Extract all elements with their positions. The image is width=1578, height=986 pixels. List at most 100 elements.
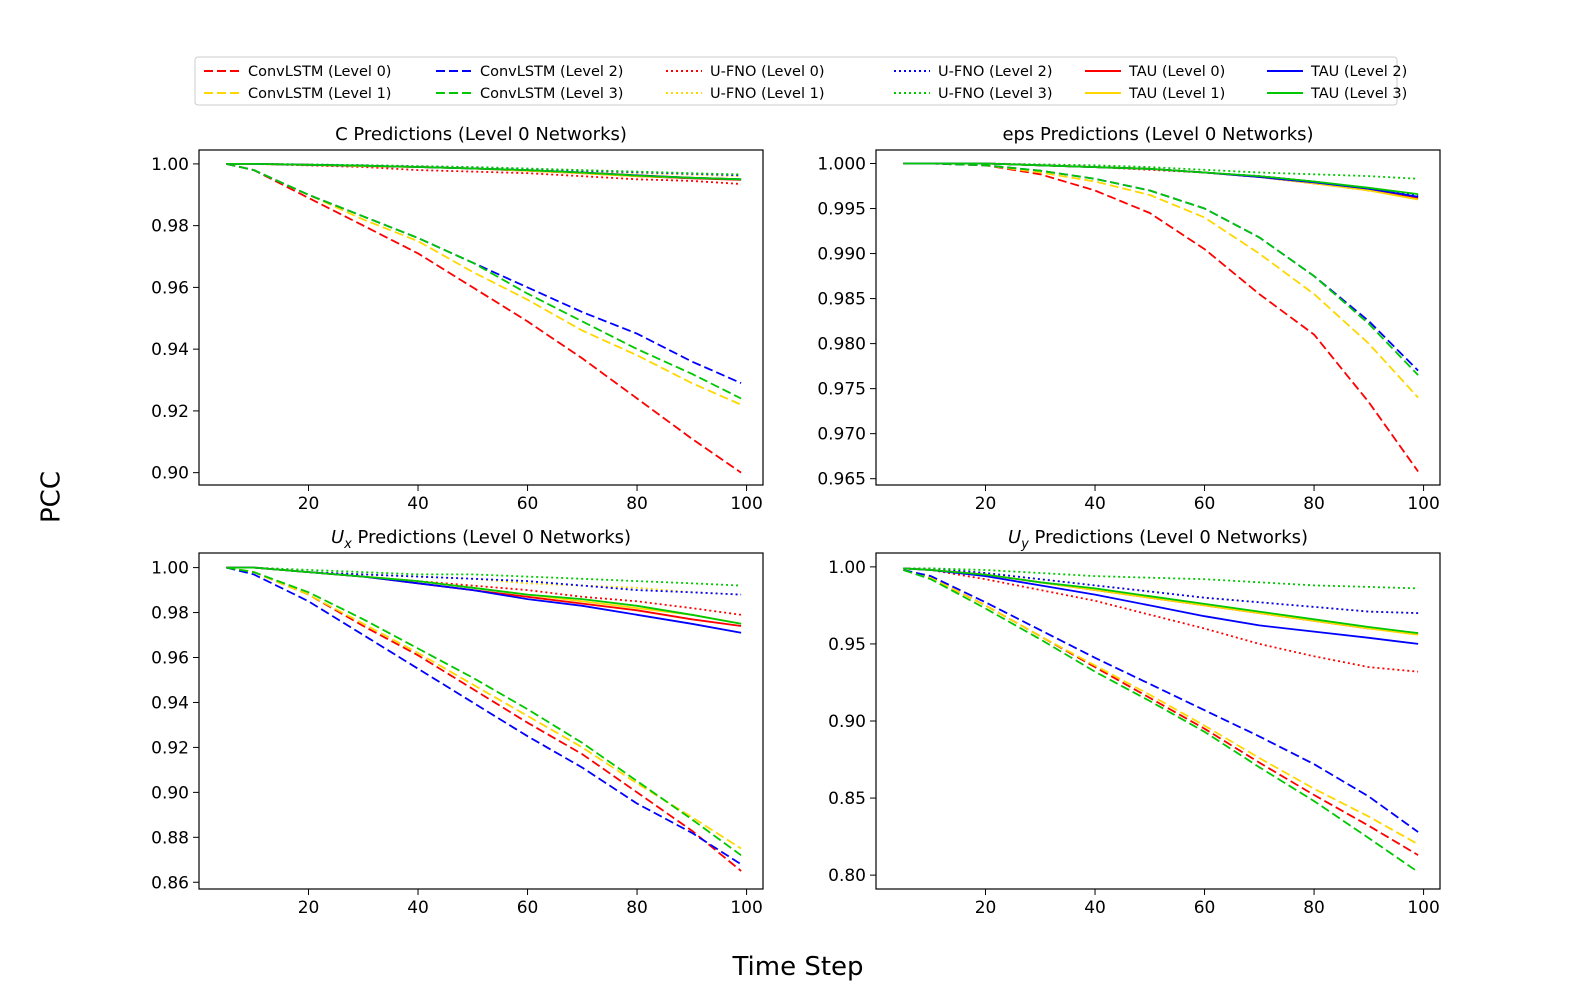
panel-title: C Predictions (Level 0 Networks) [335, 124, 627, 145]
y-tick-label: 1.00 [828, 558, 866, 578]
x-tick-label: 20 [298, 898, 320, 918]
x-tick-label: 100 [1407, 898, 1439, 918]
series-line [903, 567, 1419, 614]
series-line [226, 566, 742, 857]
series-line [903, 162, 1419, 199]
panel-uy: Uy Predictions (Level 0 Networks) 20 40 60 8… [828, 527, 1441, 918]
series-line [903, 569, 1419, 856]
series-line [226, 566, 742, 634]
y-tick-label: 0.96 [151, 649, 189, 669]
x-tick-label: 100 [1407, 494, 1439, 514]
series-line [903, 162, 1419, 376]
legend-item: ConvLSTM (Level 3) [436, 86, 623, 102]
panel-title: Uy Predictions (Level 0 Networks) [1008, 527, 1308, 552]
title-suffix: Predictions (Level 0 Networks) [1029, 527, 1308, 548]
legend-label: TAU (Level 1) [1128, 86, 1225, 102]
x-tick-label: 20 [975, 494, 997, 514]
title-subscript: x [343, 537, 352, 552]
x-tick-label: 80 [1303, 494, 1325, 514]
x-tick-label: 80 [626, 494, 648, 514]
x-tick-label: 80 [1303, 898, 1325, 918]
y-tick-label: 0.90 [151, 783, 189, 803]
series-line [903, 162, 1419, 195]
y-tick-label: 0.92 [151, 402, 189, 422]
series-line [226, 162, 742, 178]
series-line [226, 162, 742, 181]
series-line [903, 567, 1419, 590]
series-group [903, 567, 1419, 873]
x-tick-label: 40 [407, 898, 429, 918]
title-suffix: Predictions (Level 0 Networks) [352, 527, 631, 548]
panel-c: C Predictions (Level 0 Networks) 20 40 60 80… [151, 124, 764, 514]
y-tick-label: 0.980 [817, 335, 866, 355]
legend-item: ConvLSTM (Level 2) [436, 64, 623, 80]
axes-frame [875, 149, 1441, 486]
series-line [903, 567, 1419, 634]
y-tick-label: 1.00 [151, 155, 189, 175]
legend: ConvLSTM (Level 0) ConvLSTM (Level 1) Conv… [194, 56, 1407, 106]
panel-eps: eps Predictions (Level 0 Networks) 20 40 60… [817, 124, 1441, 514]
y-tick-label: 0.975 [817, 380, 866, 400]
x-tick-label: 80 [626, 898, 648, 918]
series-line [226, 163, 742, 406]
legend-label: U-FNO (Level 2) [938, 64, 1052, 80]
series-line [226, 566, 742, 866]
legend-item: U-FNO (Level 0) [666, 64, 824, 80]
series-line [226, 163, 742, 384]
series-group [903, 162, 1419, 473]
series-line [226, 566, 742, 872]
x-tick-label: 40 [1084, 898, 1106, 918]
series-line [903, 567, 1419, 636]
legend-label: ConvLSTM (Level 0) [248, 64, 391, 80]
series-line [226, 566, 742, 627]
y-tick-label: 0.995 [817, 200, 866, 220]
series-line [226, 163, 742, 474]
y-tick-label: 1.00 [151, 559, 189, 579]
series-line [226, 163, 742, 400]
legend-item: U-FNO (Level 1) [666, 86, 824, 102]
x-tick-label: 40 [1084, 494, 1106, 514]
legend-label: ConvLSTM (Level 1) [248, 86, 391, 102]
y-tick-label: 0.86 [151, 873, 189, 893]
legend-item: U-FNO (Level 2) [894, 64, 1052, 80]
legend-label: TAU (Level 0) [1128, 64, 1225, 80]
legend-label: TAU (Level 2) [1310, 64, 1407, 80]
series-line [903, 567, 1419, 645]
x-tick-label: 60 [517, 898, 539, 918]
x-tick-label: 60 [1194, 898, 1216, 918]
series-line [903, 162, 1419, 180]
panel-title: eps Predictions (Level 0 Networks) [1002, 124, 1313, 145]
legend-item: TAU (Level 1) [1085, 86, 1225, 102]
legend-item: ConvLSTM (Level 1) [204, 86, 391, 102]
legend-label: TAU (Level 3) [1310, 86, 1407, 102]
series-line [226, 162, 742, 185]
legend-item: TAU (Level 0) [1085, 64, 1225, 80]
series-line [903, 569, 1419, 833]
axes-frame [875, 552, 1441, 890]
legend-label: ConvLSTM (Level 3) [480, 86, 623, 102]
title-subscript: y [1020, 537, 1029, 552]
y-tick-label: 0.85 [828, 789, 866, 809]
axes-frame [198, 552, 764, 890]
series-line [226, 162, 742, 176]
panel-ux: Ux Predictions (Level 0 Networks) 20 40 60 8… [151, 527, 764, 918]
x-tick-label: 60 [1194, 494, 1216, 514]
y-tick-label: 0.94 [151, 340, 189, 360]
y-tick-label: 0.98 [151, 604, 189, 624]
x-tick-label: 100 [730, 898, 762, 918]
series-line [226, 566, 742, 625]
figure-xlabel: Time Step [731, 952, 863, 982]
series-line [226, 566, 742, 596]
y-tick-label: 0.95 [828, 635, 866, 655]
legend-label: U-FNO (Level 0) [710, 64, 824, 80]
title-var: U [1008, 527, 1021, 548]
series-line [903, 162, 1419, 196]
figure-ylabel: PCC [37, 471, 67, 523]
y-tick-label: 0.90 [151, 464, 189, 484]
y-tick-label: 0.990 [817, 245, 866, 265]
legend-item: ConvLSTM (Level 0) [204, 64, 391, 80]
legend-label: U-FNO (Level 3) [938, 86, 1052, 102]
y-tick-label: 0.92 [151, 738, 189, 758]
legend-item: TAU (Level 3) [1267, 86, 1407, 102]
